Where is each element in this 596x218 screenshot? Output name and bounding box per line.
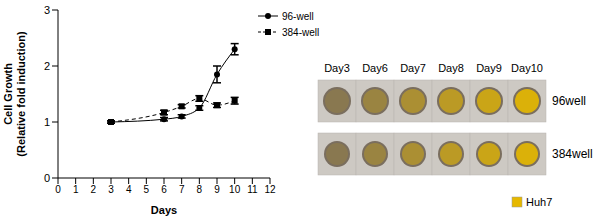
svg-text:Days: Days — [151, 204, 177, 216]
svg-text:6: 6 — [161, 184, 167, 195]
svg-text:11: 11 — [247, 184, 258, 195]
svg-text:4: 4 — [126, 184, 132, 195]
svg-text:Day9: Day9 — [476, 62, 502, 74]
svg-text:1: 1 — [73, 184, 79, 195]
svg-text:12: 12 — [264, 184, 276, 195]
svg-text:0: 0 — [55, 184, 61, 195]
svg-text:1: 1 — [44, 116, 50, 128]
svg-text:3: 3 — [44, 4, 50, 16]
svg-text:7: 7 — [179, 184, 185, 195]
svg-text:(Relative fold induction): (Relative fold induction) — [15, 31, 27, 157]
svg-text:Day3: Day3 — [324, 62, 350, 74]
svg-text:8: 8 — [197, 184, 203, 195]
svg-text:2: 2 — [91, 184, 97, 195]
svg-text:10: 10 — [229, 184, 241, 195]
svg-text:Huh7: Huh7 — [526, 196, 552, 208]
html-text:384-well: 384-well — [282, 26, 320, 38]
svg-text:Day10: Day10 — [511, 62, 543, 74]
svg-text:3: 3 — [108, 184, 114, 195]
svg-text:Cell Growth: Cell Growth — [8, 63, 14, 125]
html-text:96-well: 96-well — [282, 10, 314, 22]
svg-text:5: 5 — [144, 184, 150, 195]
svg-text:Day8: Day8 — [438, 62, 464, 74]
svg-text:9: 9 — [214, 184, 220, 195]
svg-text:Day6: Day6 — [362, 62, 388, 74]
svg-text:Day7: Day7 — [400, 62, 426, 74]
svg-text:384well: 384well — [552, 147, 588, 161]
svg-text:2: 2 — [44, 60, 50, 72]
svg-text:0: 0 — [44, 172, 50, 184]
svg-text:96well: 96well — [552, 94, 586, 108]
